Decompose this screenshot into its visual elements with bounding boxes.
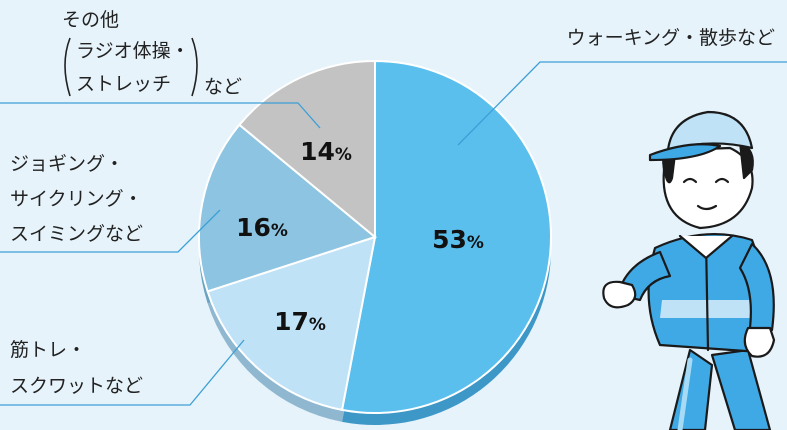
slice-label-line: ストレッチ [76,73,171,95]
pie-slices [198,59,552,414]
jogging-man-illustration [602,110,776,430]
slice-label-line: サイクリング・ [10,188,143,210]
slice-label-line: ジョギング・ [10,153,124,175]
percent-labels: 53% 17% 16% 14% [236,137,484,336]
leader-line [0,209,221,253]
slice-label-line: ラジオ体操・ [76,40,190,62]
slice-label-line: スクワットなど [10,375,143,397]
pie-slice-1 [206,235,377,412]
leader-line [457,61,787,146]
leader-lines [0,61,787,406]
bracket-mark [191,37,198,97]
slice-labels: ウォーキング・散歩など筋トレ・スクワットなどジョギング・サイクリング・スイミング… [10,9,775,397]
leader-line [0,102,321,129]
pie-slice-3 [237,59,376,240]
percent-label: 17% [274,307,326,336]
percent-label: 16% [236,213,288,242]
pie-slice-0 [340,59,552,414]
leader-line [0,339,245,406]
percent-label: 14% [300,137,352,166]
pie-slice-2 [198,123,378,293]
slice-label-line: その他 [62,9,119,31]
bracket-mark [64,37,71,97]
slice-label-line: 筋トレ・ [10,339,86,361]
percent-label: 53% [432,225,484,254]
slice-label-line: ウォーキング・散歩など [567,27,775,49]
slice-label-line: スイミングなど [10,223,143,245]
slice-label-line: など [204,76,242,98]
